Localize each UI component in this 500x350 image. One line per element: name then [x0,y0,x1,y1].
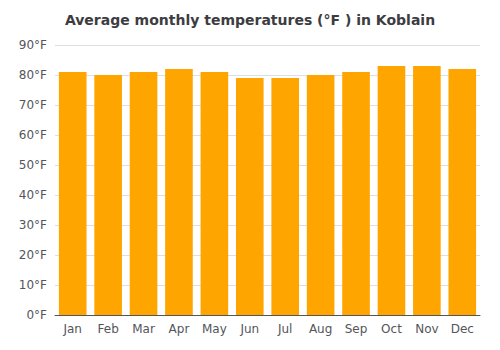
svg-text:May: May [202,322,227,336]
svg-text:Apr: Apr [169,322,190,336]
svg-text:Sep: Sep [345,322,368,336]
svg-text:Jul: Jul [277,322,292,336]
svg-text:70°F: 70°F [19,98,47,112]
svg-text:Feb: Feb [98,322,119,336]
svg-text:80°F: 80°F [19,68,47,82]
svg-text:Nov: Nov [415,322,438,336]
svg-text:40°F: 40°F [19,188,47,202]
svg-text:Aug: Aug [309,322,332,336]
svg-text:Jan: Jan [62,322,82,336]
svg-text:60°F: 60°F [19,128,47,142]
svg-text:50°F: 50°F [19,158,47,172]
svg-text:90°F: 90°F [19,38,47,52]
svg-text:30°F: 30°F [19,218,47,232]
svg-text:Average monthly temperatures (: Average monthly temperatures (°F ) in Ko… [65,12,435,28]
svg-text:20°F: 20°F [19,248,47,262]
svg-text:Dec: Dec [451,322,474,336]
svg-text:0°F: 0°F [26,308,47,322]
svg-text:10°F: 10°F [19,278,47,292]
svg-text:Jun: Jun [239,322,259,336]
svg-text:Oct: Oct [381,322,402,336]
svg-text:Mar: Mar [132,322,155,336]
